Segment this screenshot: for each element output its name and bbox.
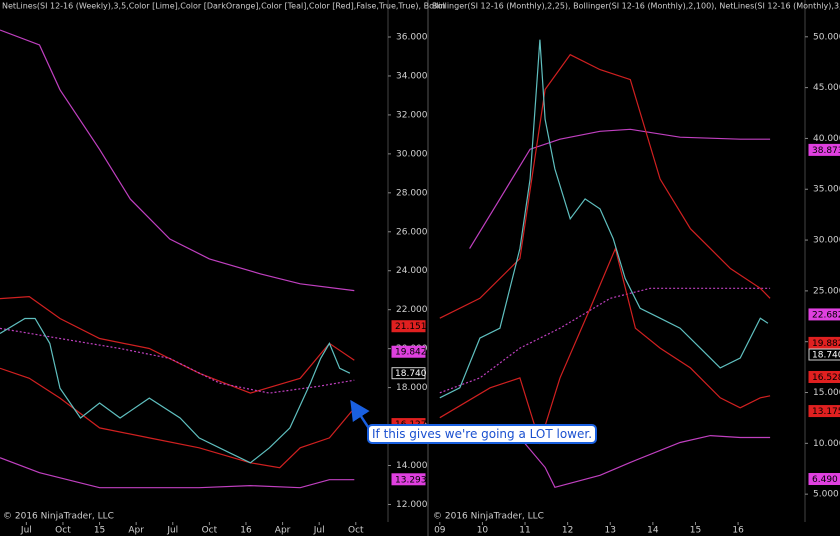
series-line bbox=[0, 29, 355, 292]
y-tick-label: 45.000 bbox=[813, 83, 840, 93]
y-tick-label: 14.000 bbox=[396, 461, 428, 471]
series-line bbox=[0, 457, 355, 489]
y-tick-label: 25.000 bbox=[813, 286, 840, 296]
y-tick-label: 15.000 bbox=[813, 388, 840, 398]
y-tick-label: 18.000 bbox=[396, 383, 428, 393]
y-tick-label: 34.000 bbox=[396, 71, 428, 81]
y-tick-label: 40.000 bbox=[813, 134, 840, 144]
x-tick-label: Jul bbox=[20, 526, 32, 536]
price-tag-label: 19.842 bbox=[395, 348, 427, 358]
price-tag-label: 13.293 bbox=[395, 475, 427, 485]
x-tick-label: Oct bbox=[202, 526, 218, 536]
price-tag bbox=[808, 405, 840, 418]
x-tick-label: 09 bbox=[434, 526, 446, 536]
y-tick-label: 35.000 bbox=[813, 185, 840, 195]
price-tag-label: 16.528 bbox=[812, 373, 840, 383]
callout: If this gives we're going a LOT lower. bbox=[350, 399, 597, 444]
price-tag bbox=[808, 370, 840, 383]
series-line bbox=[439, 246, 771, 445]
annotation: If this gives we're going a LOT lower. bbox=[372, 427, 592, 441]
price-tag-label: 19.882 bbox=[812, 339, 840, 349]
y-tick-label: 22.000 bbox=[396, 305, 428, 315]
y-tick-label: 26.000 bbox=[396, 227, 428, 237]
price-tag bbox=[808, 348, 840, 361]
x-tick-label: 14 bbox=[647, 526, 659, 536]
price-tag bbox=[808, 143, 840, 156]
price-tag-label: 18.740 bbox=[395, 369, 427, 379]
series-line bbox=[0, 317, 351, 464]
y-tick-label: 30.000 bbox=[813, 236, 840, 246]
y-tick-label: 5.000 bbox=[813, 490, 839, 500]
y-tick-label: 10.000 bbox=[813, 439, 840, 449]
x-tick-label: 16 bbox=[240, 526, 252, 536]
middle-band bbox=[0, 327, 355, 394]
callout-box bbox=[367, 424, 597, 444]
x-tick-label: Apr bbox=[128, 526, 144, 536]
x-tick-label: Oct bbox=[55, 526, 71, 536]
price-tag bbox=[391, 367, 426, 380]
price-tag-label: 6.490 bbox=[812, 475, 838, 485]
price-tag-label: 22.682 bbox=[812, 310, 840, 320]
x-tick-label: 13 bbox=[605, 526, 616, 536]
y-tick-label: 32.000 bbox=[396, 110, 428, 120]
y-tick-label: 24.000 bbox=[396, 266, 428, 276]
price-tag bbox=[391, 473, 426, 486]
price-tag bbox=[391, 345, 426, 358]
y-tick-label: 12.000 bbox=[396, 500, 428, 510]
x-tick-label: 12 bbox=[562, 526, 573, 536]
price-tag-label: 13.175 bbox=[812, 407, 840, 417]
price-tag bbox=[808, 308, 840, 321]
callout-arrow bbox=[350, 399, 372, 431]
price-tag bbox=[808, 336, 840, 349]
chart-title: NetLines(SI 12-16 (Weekly),3,5,Color [Li… bbox=[2, 2, 446, 11]
copyright: © 2016 NinjaTrader, LLC bbox=[433, 512, 544, 522]
price-tag-label: 21.151 bbox=[395, 322, 427, 332]
series-line bbox=[439, 53, 771, 319]
y-tick-label: 30.000 bbox=[396, 149, 428, 159]
series-line bbox=[439, 39, 769, 399]
x-tick-label: 15 bbox=[94, 526, 105, 536]
x-tick-label: 11 bbox=[519, 526, 530, 536]
copyright: © 2016 NinjaTrader, LLC bbox=[3, 512, 114, 522]
x-tick-label: 10 bbox=[477, 526, 489, 536]
price-tag-label: 38.873 bbox=[812, 146, 840, 156]
x-tick-label: Apr bbox=[275, 526, 291, 536]
x-tick-label: Jul bbox=[313, 526, 325, 536]
price-tag bbox=[808, 473, 840, 486]
chart-title: Bollinger(SI 12-16 (Monthly),2,25), Boll… bbox=[432, 2, 840, 11]
y-tick-label: 50.000 bbox=[813, 32, 840, 42]
y-tick-label: 28.000 bbox=[396, 188, 428, 198]
x-tick-label: Jul bbox=[166, 526, 178, 536]
x-tick-label: 16 bbox=[732, 526, 744, 536]
x-tick-label: Oct bbox=[348, 526, 364, 536]
series-line bbox=[0, 367, 355, 469]
y-tick-label: 36.000 bbox=[396, 33, 428, 43]
series-line bbox=[469, 128, 771, 249]
price-tag bbox=[391, 320, 426, 333]
price-tag-label: 18.740 bbox=[812, 351, 840, 361]
x-tick-label: 15 bbox=[690, 526, 701, 536]
